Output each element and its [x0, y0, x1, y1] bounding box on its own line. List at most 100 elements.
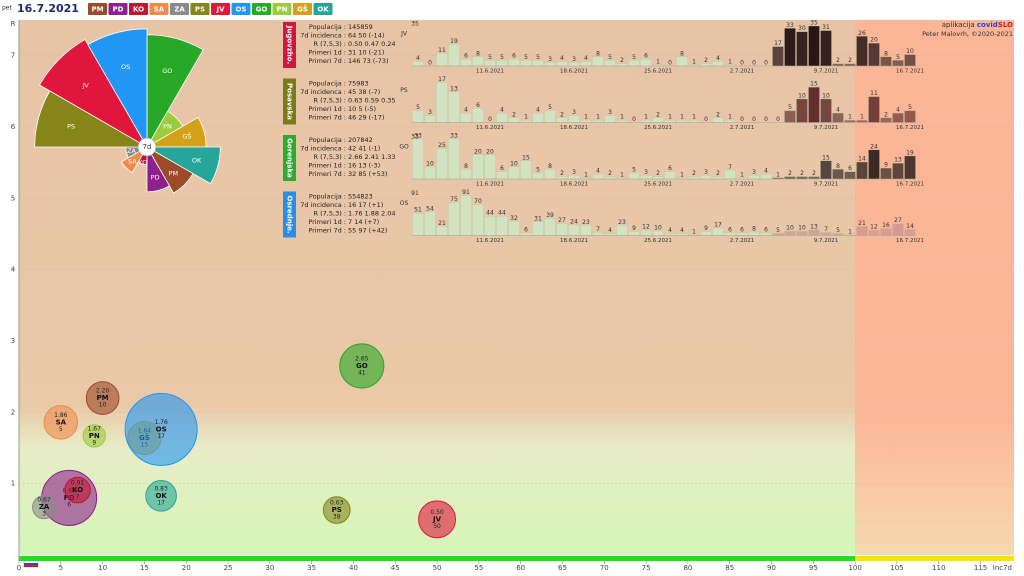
region-button[interactable] [293, 3, 312, 15]
bar-label: 2 [704, 57, 708, 64]
date-label: 18.6.2021 [560, 182, 588, 188]
bar [568, 115, 580, 123]
y-tick-label: 5 [11, 194, 15, 202]
bar-label: 2 [800, 170, 804, 177]
bar-label: 9 [704, 225, 708, 232]
region-button-label[interactable]: GŠ [297, 5, 308, 14]
bar [436, 82, 448, 123]
region-button-label[interactable]: PN [277, 6, 288, 14]
panel-tab [283, 78, 296, 125]
x-tick-label: 65 [558, 564, 567, 572]
region-button-label[interactable]: PD [113, 6, 124, 14]
bar [592, 174, 604, 180]
bar-label: 1 [656, 58, 660, 65]
bar-label: 5 [836, 227, 840, 234]
region-button-label[interactable]: JV [215, 6, 225, 14]
region-button[interactable] [272, 3, 292, 15]
region-button[interactable] [108, 3, 128, 15]
bar [880, 167, 892, 180]
region-button-label[interactable]: OS [236, 6, 247, 14]
y-tick-label: 4 [11, 266, 16, 274]
panel-code: GO [399, 144, 409, 151]
bubble-x-label: 38 [333, 514, 341, 521]
bar-label: 0 [704, 116, 708, 123]
panel-tab [283, 191, 296, 238]
bar-label: 10 [654, 225, 662, 232]
bar [784, 28, 796, 67]
bar [904, 229, 916, 236]
polar-label: ZA [127, 147, 136, 155]
region-button-label[interactable]: SA [154, 6, 165, 14]
bar-label: 3 [548, 56, 552, 63]
region-button[interactable] [129, 3, 148, 15]
bar-label: 33 [786, 22, 794, 29]
region-button-label[interactable]: OK [317, 6, 329, 14]
bubble-x-label: 50 [433, 523, 441, 530]
bubble-x-label: 9 [92, 439, 96, 446]
bar [556, 61, 568, 67]
region-button[interactable] [313, 3, 333, 15]
bar [832, 112, 844, 123]
bar-label: 5 [632, 166, 636, 173]
bar-label: 5 [632, 54, 636, 61]
bar-label: 0 [740, 116, 744, 123]
x-tick-label: 55 [474, 564, 483, 572]
bar [904, 54, 916, 67]
bar [700, 175, 712, 180]
bar-label: 51 [414, 207, 422, 214]
bar [868, 96, 880, 123]
bubble-name: GO [356, 362, 368, 370]
polar-label: PD [151, 173, 160, 181]
bar [748, 231, 760, 236]
bubble-r-label: 0.67 [37, 497, 51, 504]
region-button-label[interactable]: PM [91, 6, 103, 14]
bar [676, 56, 688, 67]
bar [496, 60, 508, 67]
bar-label: 4 [500, 107, 504, 114]
bar-label: 4 [896, 107, 900, 114]
bar [520, 160, 532, 180]
region-button-label[interactable]: GO [256, 6, 268, 14]
region-button[interactable] [88, 3, 107, 15]
region-button[interactable] [149, 3, 169, 15]
bar-label: 5 [896, 54, 900, 61]
bar [460, 169, 472, 180]
bar [796, 98, 808, 123]
bar [484, 60, 496, 67]
bar [460, 112, 472, 123]
bar [904, 155, 916, 180]
region-button[interactable] [170, 3, 189, 15]
bar-label: 1 [644, 114, 648, 121]
region-button[interactable] [211, 3, 230, 15]
bar [592, 56, 604, 67]
stat-label: 7d incidenca : [300, 145, 346, 153]
bar [628, 60, 640, 67]
bar-label: 6 [740, 226, 744, 233]
bar [424, 166, 436, 180]
bubble [32, 495, 57, 520]
y-tick-label: 6 [11, 123, 16, 131]
region-button[interactable] [190, 3, 210, 15]
region-button-label[interactable]: KO [133, 6, 144, 14]
bar [712, 227, 724, 236]
region-button[interactable] [252, 3, 271, 15]
date-label: 11.6.2021 [476, 182, 504, 188]
bar [412, 138, 424, 180]
bar [532, 221, 544, 236]
bar [448, 44, 460, 67]
bubble-name: JV [432, 515, 442, 523]
stat-label: R (7,5,3) : [314, 40, 346, 48]
bar-label: 31 [822, 24, 830, 31]
bar [532, 60, 544, 67]
bar-label: 6 [728, 226, 732, 233]
region-button-label[interactable]: ZA [174, 6, 185, 14]
stat-value: 45 38 (-7) [348, 88, 380, 96]
region-button-label[interactable]: PS [195, 6, 205, 14]
region-button[interactable] [231, 3, 251, 15]
bar [796, 31, 808, 67]
bar-label: 2 [788, 170, 792, 177]
stat-label: Primeri 7d : [308, 114, 346, 122]
stat-label: 7d incidenca : [300, 32, 346, 40]
bar-label: 1 [692, 114, 696, 121]
date-label: 9.7.2021 [814, 238, 839, 244]
